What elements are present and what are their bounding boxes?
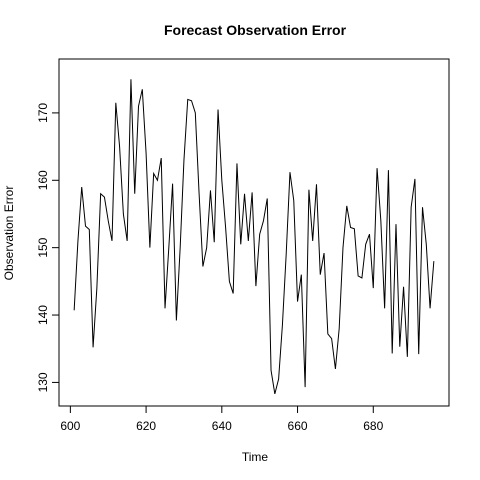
y-tick-label: 160 xyxy=(36,170,50,190)
x-tick-label: 620 xyxy=(136,419,156,433)
x-tick-label: 680 xyxy=(363,419,383,433)
chart-title: Forecast Observation Error xyxy=(164,22,347,38)
series-line xyxy=(73,79,435,394)
x-tick-label: 660 xyxy=(288,419,308,433)
x-tick-label: 600 xyxy=(60,419,80,433)
x-axis: 600 620 640 660 680 xyxy=(60,406,384,433)
y-tick-label: 130 xyxy=(36,372,50,392)
y-tick-label: 170 xyxy=(36,103,50,123)
x-tick-label: 640 xyxy=(212,419,232,433)
plot-frame xyxy=(58,58,450,407)
y-tick-label: 150 xyxy=(36,237,50,257)
y-axis-label: Observation Error xyxy=(2,186,16,281)
y-tick-label: 140 xyxy=(36,305,50,325)
y-axis: 130 140 150 160 170 xyxy=(36,103,59,392)
x-axis-label: Time xyxy=(242,450,269,464)
